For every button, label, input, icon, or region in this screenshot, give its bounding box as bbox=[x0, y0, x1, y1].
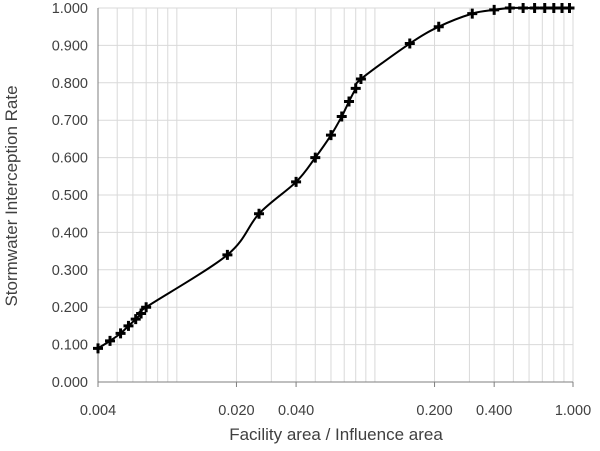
y-tick-label: 0.300 bbox=[52, 263, 88, 279]
data-point-marker bbox=[529, 3, 540, 13]
data-point-marker bbox=[404, 38, 415, 49]
data-point-marker bbox=[433, 21, 444, 32]
data-point-marker bbox=[136, 308, 147, 319]
data-point-marker bbox=[539, 3, 550, 13]
data-point-marker bbox=[564, 3, 575, 13]
x-tick-label: 0.020 bbox=[218, 403, 254, 419]
y-axis-title: Stormwater Interception Rate bbox=[2, 85, 21, 306]
grid-layer bbox=[97, 7, 574, 383]
marker-layer bbox=[93, 3, 575, 354]
y-tick-label: 0.000 bbox=[52, 375, 88, 391]
curve-layer bbox=[97, 6, 570, 350]
x-tick-label: 0.004 bbox=[80, 403, 116, 419]
y-tick-label: 0.100 bbox=[52, 338, 88, 354]
data-point-marker bbox=[355, 74, 366, 85]
x-tick-label: 0.200 bbox=[416, 403, 452, 419]
y-tick-label: 0.900 bbox=[52, 38, 88, 54]
data-point-marker bbox=[518, 3, 529, 13]
y-tick-label: 0.800 bbox=[52, 76, 88, 92]
x-tick-label: 1.000 bbox=[555, 403, 591, 419]
data-point-marker bbox=[504, 3, 515, 13]
y-tick-label: 0.700 bbox=[52, 113, 88, 129]
data-point-marker bbox=[130, 314, 141, 325]
data-point-marker bbox=[344, 96, 355, 107]
data-point-marker bbox=[291, 176, 302, 187]
axis-layer bbox=[97, 8, 574, 387]
data-point-marker bbox=[489, 4, 500, 15]
data-point-marker bbox=[115, 328, 126, 339]
data-point-marker bbox=[467, 8, 478, 19]
data-point-marker bbox=[254, 208, 265, 219]
x-axis-title: Facility area / Influence area bbox=[229, 425, 443, 444]
data-point-marker bbox=[93, 343, 103, 354]
data-point-marker bbox=[141, 302, 152, 313]
data-point-marker bbox=[123, 320, 134, 331]
data-point-marker bbox=[310, 152, 321, 163]
x-tick-label: 0.040 bbox=[278, 403, 314, 419]
data-point-marker bbox=[105, 335, 116, 346]
data-point-marker bbox=[350, 83, 361, 94]
y-tick-label: 0.600 bbox=[52, 151, 88, 167]
data-point-marker bbox=[336, 111, 347, 122]
y-tick-label: 1.000 bbox=[52, 1, 88, 17]
y-tick-label: 0.400 bbox=[52, 225, 88, 241]
x-tick-label: 0.400 bbox=[476, 403, 512, 419]
y-tick-label: 0.200 bbox=[52, 300, 88, 316]
series-line bbox=[97, 6, 570, 350]
data-point-marker bbox=[222, 249, 233, 260]
tick-label-layer: 0.000 0.100 0.200 0.300 0.400 0.500 0.600 0.700… bbox=[52, 1, 591, 419]
y-tick-label: 0.500 bbox=[52, 188, 88, 204]
data-point-marker bbox=[325, 130, 336, 141]
